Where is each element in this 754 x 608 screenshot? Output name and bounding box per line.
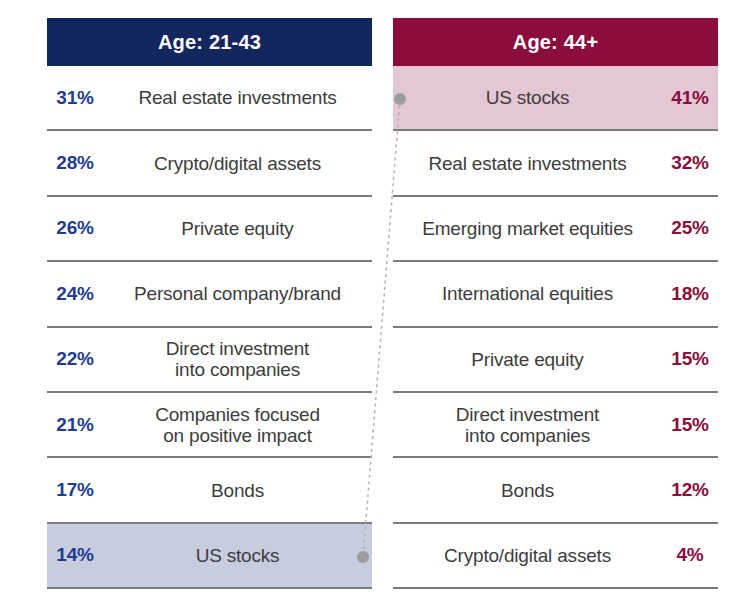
table-row: Bonds 12%	[393, 458, 718, 523]
row-percent: 14%	[47, 544, 103, 566]
row-percent: 31%	[47, 87, 103, 109]
column-title: Age: 44+	[513, 31, 599, 54]
row-label: International equities	[393, 283, 662, 304]
row-label: Direct investment into companies	[103, 338, 372, 380]
table-row: International equities 18%	[393, 262, 718, 327]
row-label: Private equity	[393, 349, 662, 370]
row-percent: 15%	[662, 348, 718, 370]
table-row: 26% Private equity	[47, 197, 372, 262]
table-row: Crypto/digital assets 4%	[393, 524, 718, 589]
row-percent: 4%	[662, 544, 718, 566]
row-percent: 15%	[662, 414, 718, 436]
column-title: Age: 21-43	[158, 31, 261, 54]
row-label: Private equity	[103, 218, 372, 239]
row-label: Companies focused on positive impact	[103, 404, 372, 446]
table-row: 17% Bonds	[47, 458, 372, 523]
table-row: Real estate investments 32%	[393, 131, 718, 196]
row-label: Emerging market equities	[393, 218, 662, 239]
row-percent: 41%	[662, 87, 718, 109]
row-percent: 25%	[662, 217, 718, 239]
table-row: Private equity 15%	[393, 328, 718, 393]
column-age-44-plus: Age: 44+ US stocks 41% Real estate inves…	[393, 18, 718, 589]
row-label: Direct investment into companies	[393, 404, 662, 446]
table-row-highlighted-us-stocks: US stocks 41%	[393, 66, 718, 131]
row-label: Real estate investments	[393, 153, 662, 174]
row-percent: 32%	[662, 152, 718, 174]
row-percent: 28%	[47, 152, 103, 174]
table-row: 21% Companies focused on positive impact	[47, 393, 372, 458]
table-row-highlighted-us-stocks: 14% US stocks	[47, 524, 372, 589]
row-percent: 26%	[47, 217, 103, 239]
row-label: Real estate investments	[103, 87, 372, 108]
row-label: Personal company/brand	[103, 283, 372, 304]
row-percent: 18%	[662, 283, 718, 305]
row-label: Bonds	[393, 480, 662, 501]
column-header-age-21-43: Age: 21-43	[47, 18, 372, 66]
row-percent: 12%	[662, 479, 718, 501]
table-row: 28% Crypto/digital assets	[47, 131, 372, 196]
age-investment-comparison-chart: Age: 21-43 31% Real estate investments 2…	[0, 0, 754, 608]
table-row: Emerging market equities 25%	[393, 197, 718, 262]
table-row: 31% Real estate investments	[47, 66, 372, 131]
row-label: Bonds	[103, 480, 372, 501]
row-label: Crypto/digital assets	[393, 545, 662, 566]
table-row: 24% Personal company/brand	[47, 262, 372, 327]
row-label: US stocks	[103, 545, 372, 566]
row-percent: 24%	[47, 283, 103, 305]
column-age-21-43: Age: 21-43 31% Real estate investments 2…	[47, 18, 372, 589]
row-percent: 22%	[47, 348, 103, 370]
row-label: US stocks	[393, 87, 662, 108]
row-label: Crypto/digital assets	[103, 153, 372, 174]
table-row: 22% Direct investment into companies	[47, 328, 372, 393]
column-header-age-44-plus: Age: 44+	[393, 18, 718, 66]
row-percent: 17%	[47, 479, 103, 501]
row-percent: 21%	[47, 414, 103, 436]
table-row: Direct investment into companies 15%	[393, 393, 718, 458]
